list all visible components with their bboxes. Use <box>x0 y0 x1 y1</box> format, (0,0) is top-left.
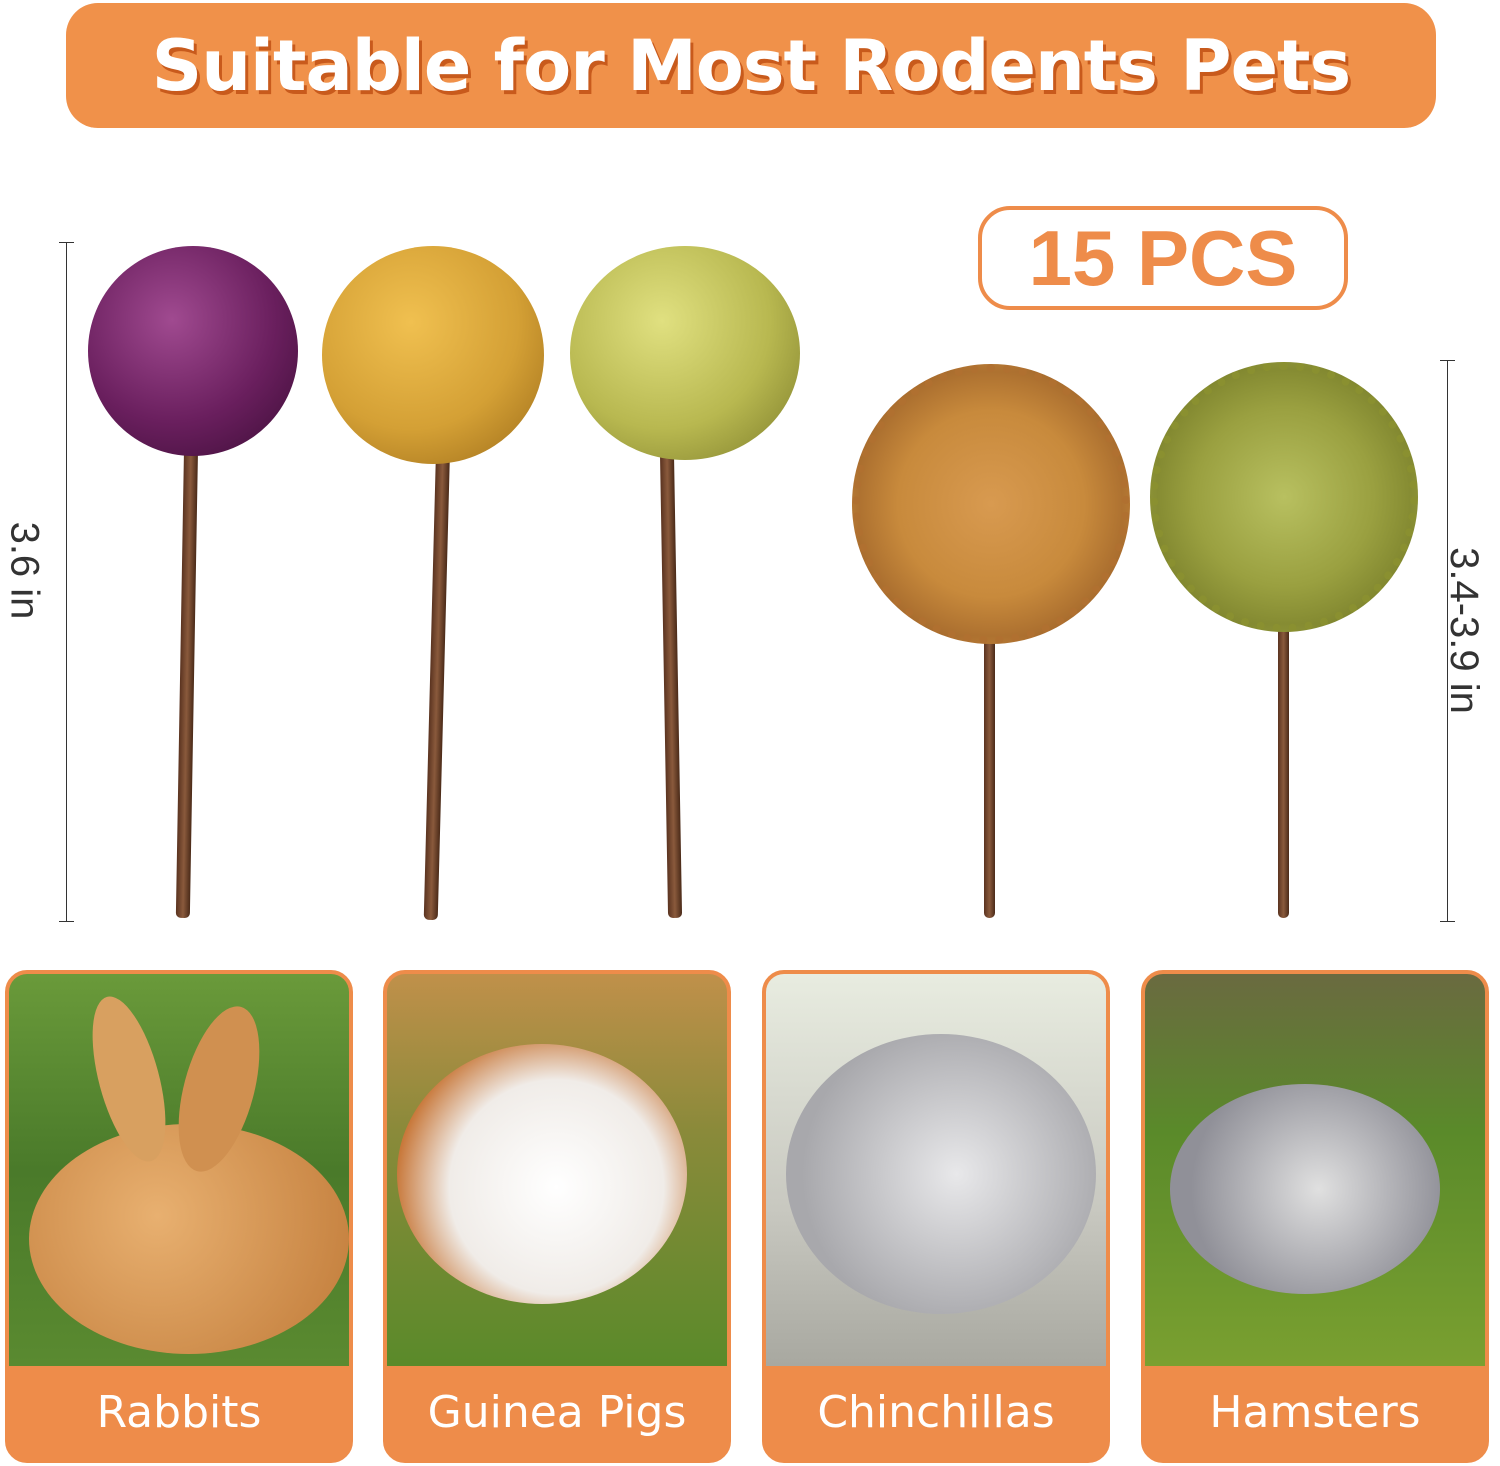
chinchilla-photo <box>766 974 1106 1366</box>
stick <box>984 620 995 918</box>
animal-card-rabbits: Rabbits <box>5 970 353 1463</box>
animal-card-guinea-pigs: Guinea Pigs <box>383 970 731 1463</box>
green-hay-ball <box>570 246 800 460</box>
dimension-label-left: 3.6 in <box>2 521 47 620</box>
purple-hay-ball <box>88 246 298 456</box>
stick <box>659 449 683 919</box>
hamster-photo <box>1145 974 1485 1366</box>
green-hay-flower <box>1150 362 1418 632</box>
animal-label: Chinchillas <box>817 1387 1055 1438</box>
stick <box>423 439 451 921</box>
yellow-hay-ball <box>322 246 544 464</box>
stick <box>175 439 199 919</box>
rabbit-photo <box>9 974 349 1366</box>
animal-label: Guinea Pigs <box>427 1387 687 1438</box>
orange-hay-flower <box>852 364 1130 644</box>
animal-label: Rabbits <box>96 1387 262 1438</box>
stick <box>1278 620 1289 918</box>
dimension-label-right: 3.4-3.9 in <box>1441 547 1486 714</box>
animal-card-chinchillas: Chinchillas <box>762 970 1110 1463</box>
guinea-pig-photo <box>387 974 727 1366</box>
dimension-line-left <box>59 242 74 922</box>
banner-title: Suitable for Most Rodents Pets <box>151 24 1351 107</box>
count-badge: 15 PCS <box>978 206 1348 310</box>
animal-card-hamsters: Hamsters <box>1141 970 1489 1463</box>
title-banner: Suitable for Most Rodents Pets <box>66 3 1436 128</box>
animal-label: Hamsters <box>1209 1387 1421 1438</box>
dimension-line-right <box>1440 360 1455 922</box>
